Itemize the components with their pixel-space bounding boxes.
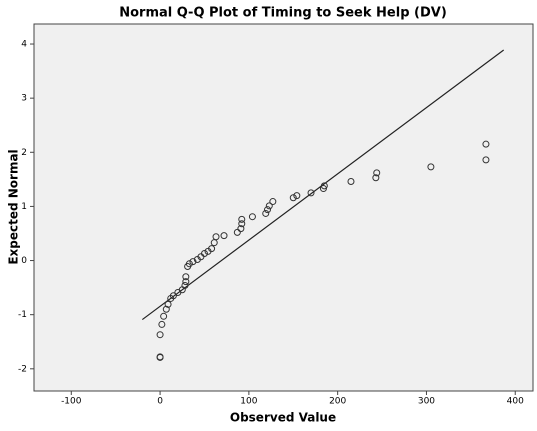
point <box>185 260 193 268</box>
point <box>189 258 197 266</box>
point <box>182 278 190 286</box>
point <box>372 174 380 182</box>
point <box>320 182 328 190</box>
x-axis-label: Observed Value <box>230 411 336 425</box>
x-tick-label: -100 <box>61 397 82 407</box>
point <box>160 312 168 320</box>
point <box>208 245 216 253</box>
point <box>181 281 189 289</box>
y-tick-label: 4 <box>21 40 27 50</box>
point <box>212 233 220 241</box>
x-tick-label: 100 <box>240 397 257 407</box>
y-tick-label: 1 <box>21 202 27 212</box>
point <box>482 156 490 164</box>
point <box>269 198 277 206</box>
point <box>238 220 246 228</box>
point <box>182 273 190 281</box>
y-axis-label: Expected Normal <box>7 149 21 264</box>
x-tick-label: 200 <box>329 397 346 407</box>
point <box>265 202 273 210</box>
point <box>156 331 164 339</box>
y-tick-label: -1 <box>18 310 27 320</box>
point <box>200 250 208 258</box>
point <box>169 292 177 300</box>
point <box>248 213 256 221</box>
point <box>482 140 490 148</box>
point <box>289 194 297 202</box>
point <box>347 178 355 186</box>
x-tick-label: 400 <box>507 397 524 407</box>
point <box>233 228 241 236</box>
x-tick-label: 0 <box>157 397 163 407</box>
point <box>264 206 272 214</box>
y-tick-label: 2 <box>21 148 27 158</box>
point <box>307 189 315 197</box>
chart-title: Normal Q-Q Plot of Timing to Seek Help (… <box>119 6 447 21</box>
point <box>373 169 381 177</box>
plot-area <box>33 23 534 392</box>
reference-line <box>141 49 505 321</box>
point <box>162 305 170 313</box>
point <box>237 225 245 233</box>
y-tick-label: 0 <box>21 256 27 266</box>
y-tick-label: 3 <box>21 94 27 104</box>
point <box>262 209 270 217</box>
point <box>158 320 166 328</box>
point <box>156 353 164 361</box>
point <box>164 300 172 308</box>
point <box>238 215 246 223</box>
point <box>293 192 301 200</box>
y-tick-label: -2 <box>18 364 27 374</box>
x-tick-label: 300 <box>418 397 435 407</box>
point <box>427 163 435 171</box>
point <box>220 232 228 240</box>
